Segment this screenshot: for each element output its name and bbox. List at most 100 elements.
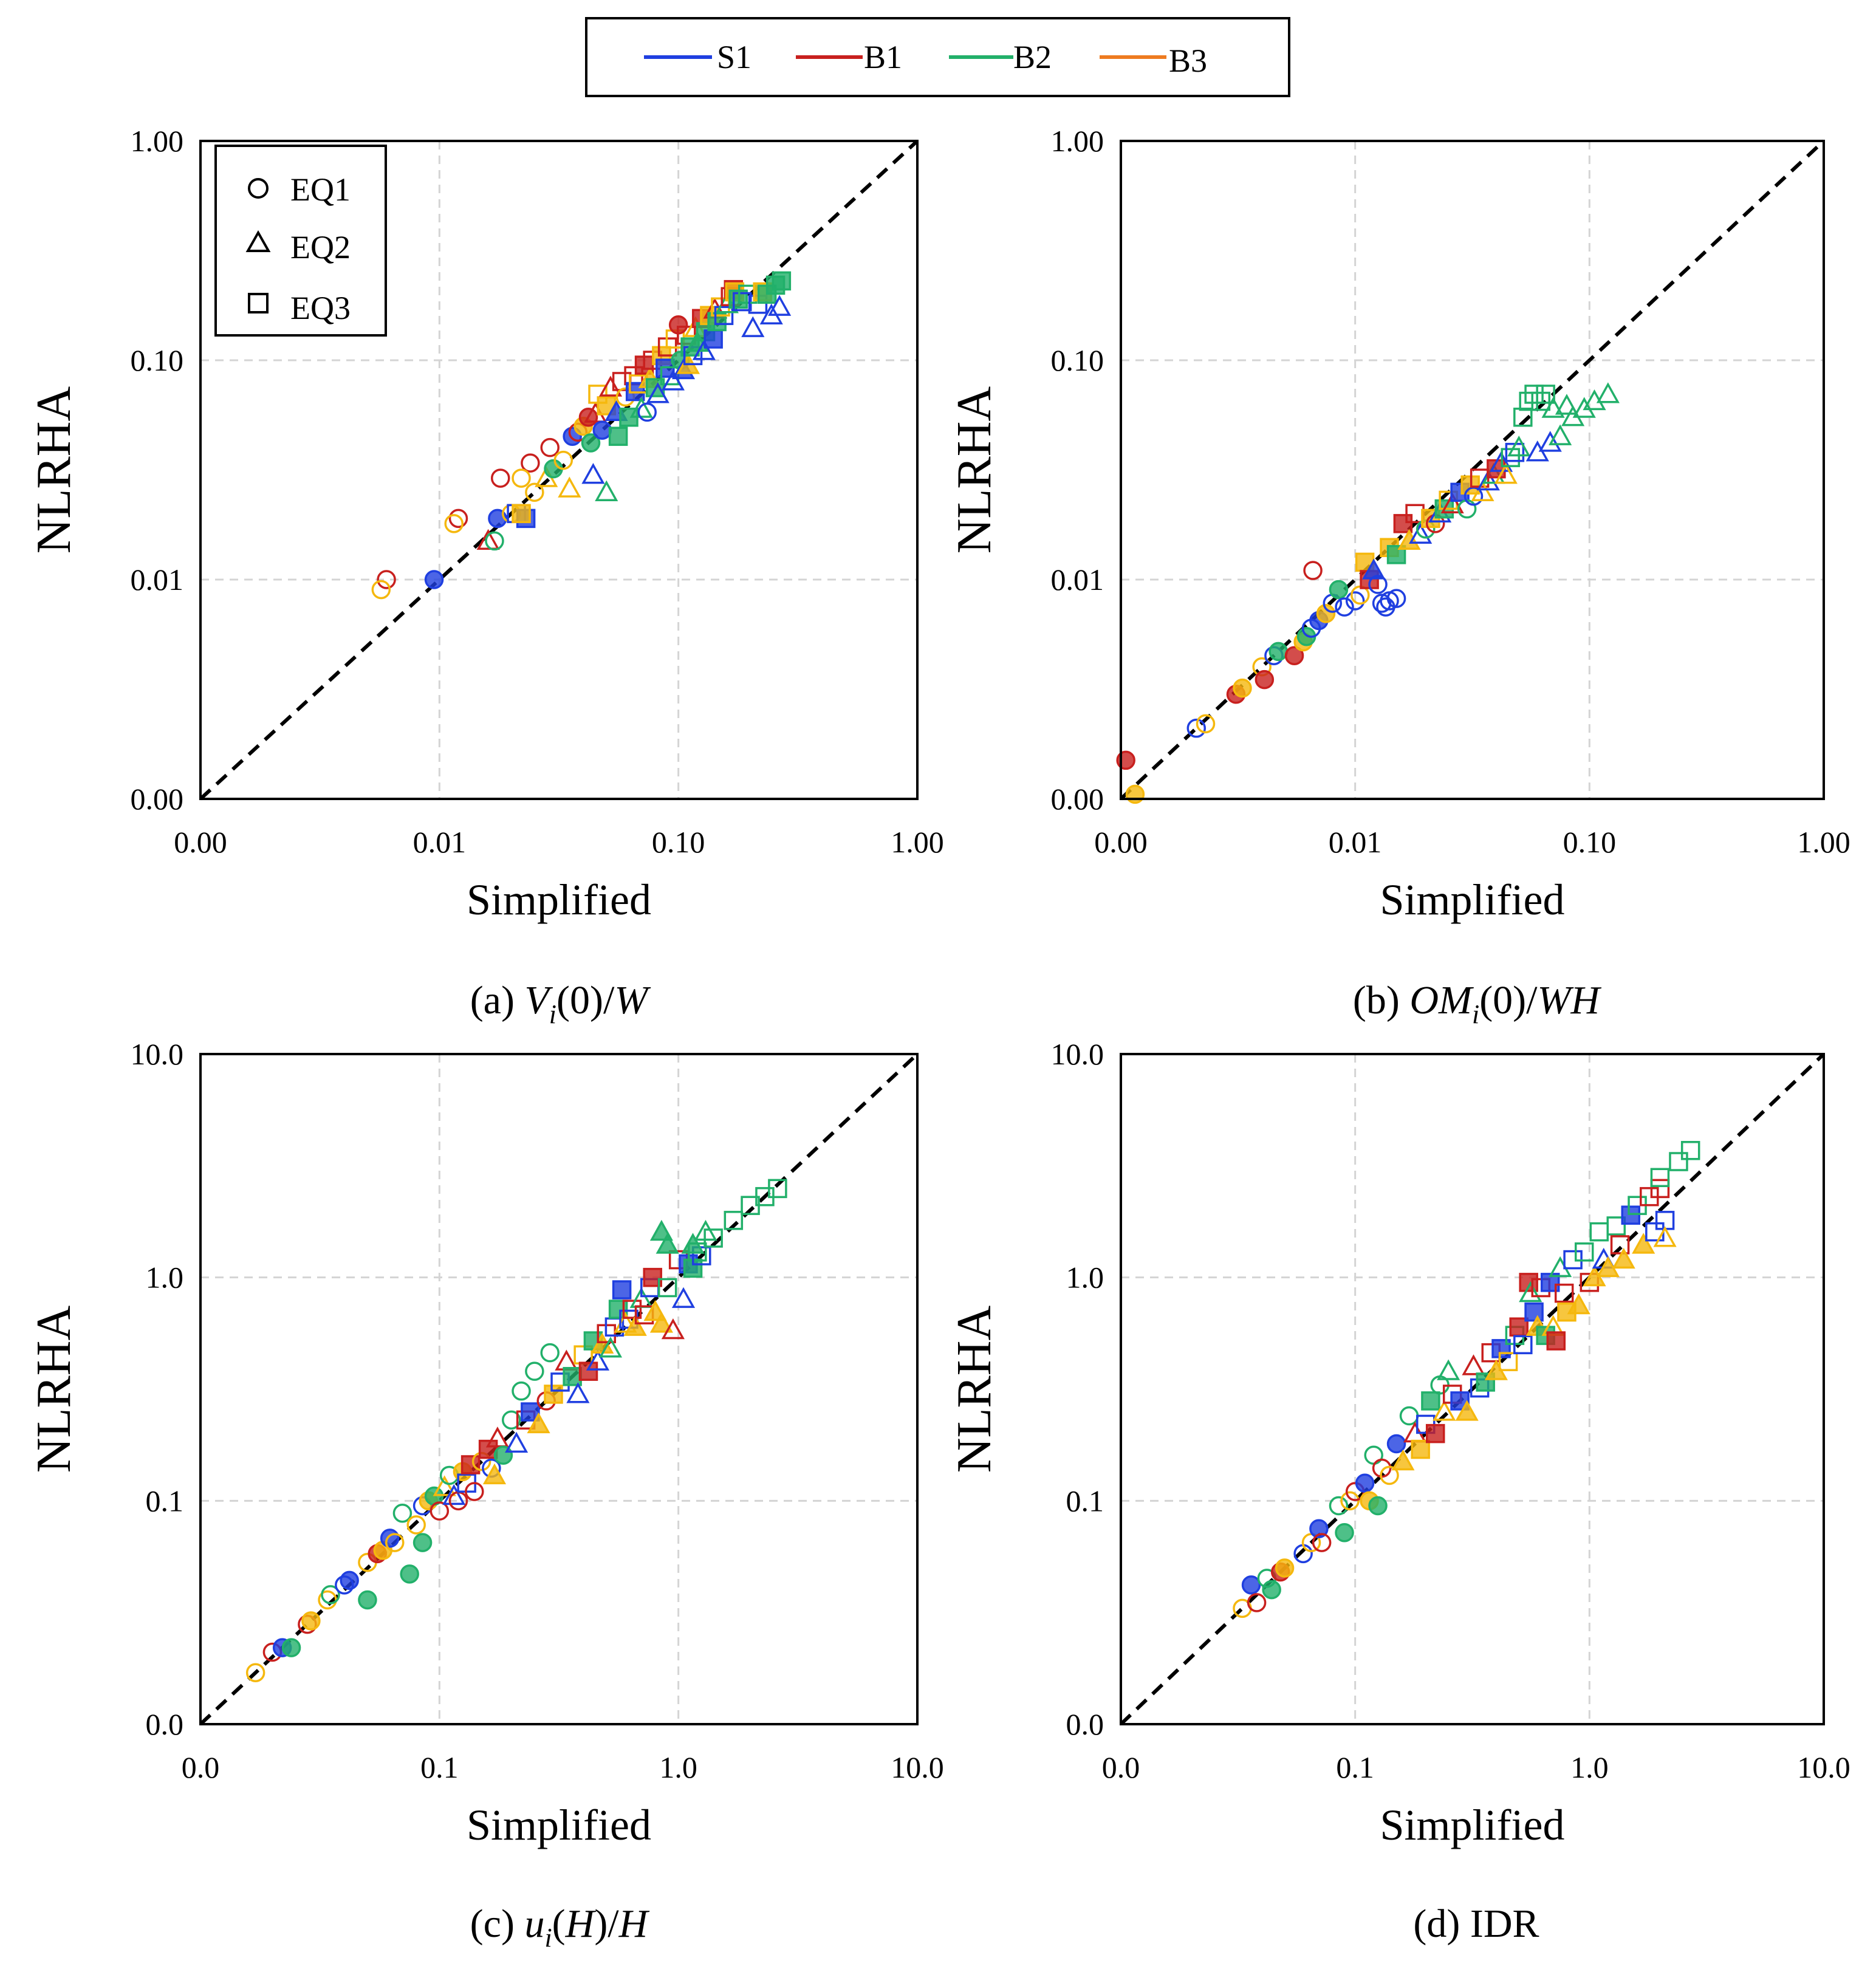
panel-b-x-tick-label: 0.01 (1329, 825, 1382, 859)
panel-c-caption-text: (c) ui(H)/H (470, 1902, 650, 1953)
data-point-b3-eq1 (1275, 1558, 1295, 1578)
data-point-b3-eq2 (1433, 1400, 1456, 1421)
data-point-s1-eq1 (1309, 1519, 1329, 1539)
data-point-s1-eq3 (692, 1246, 711, 1265)
data-point-b3-eq3 (512, 504, 531, 524)
data-point-b2-eq3 (608, 426, 628, 446)
panel-c-frame (199, 1053, 919, 1725)
data-point-s1-eq2 (581, 463, 605, 484)
panel-d-reference-line (1119, 1052, 1826, 1726)
data-point-s1-eq2 (646, 382, 669, 403)
data-point-b2-eq2 (1437, 1359, 1460, 1380)
data-point-b1-eq1 (448, 509, 468, 529)
data-point-b2-eq2 (1555, 394, 1579, 415)
data-point-b1-eq1 (1247, 1593, 1267, 1612)
data-point-b2-eq1 (485, 531, 504, 551)
data-point-b1-eq3 (1650, 1179, 1670, 1199)
data-point-s1-eq2 (586, 1349, 610, 1371)
panel-a-y-tick-label: 0.10 (131, 343, 184, 377)
panel-b-x-tick-label: 1.00 (1797, 825, 1850, 859)
data-point-b2-eq3 (1606, 1216, 1626, 1236)
data-point-b3-eq2 (527, 1412, 550, 1434)
data-point-s1-eq3 (1450, 1391, 1470, 1411)
data-point-s1-eq2 (1476, 469, 1500, 491)
data-point-s1-eq2 (671, 1287, 696, 1308)
data-point-b2-eq3 (1680, 1141, 1700, 1160)
panel-a-points (371, 271, 792, 600)
data-point-b3-eq1 (1316, 604, 1336, 623)
panel-d-y-tick-label: 1.0 (1066, 1261, 1104, 1295)
panel-c-y-axis-label: NLRHA (27, 1306, 81, 1473)
data-point-b2-eq1 (1329, 580, 1349, 600)
legend-label-b1: B1 (864, 39, 902, 75)
data-point-b3-eq1 (553, 450, 573, 470)
data-point-s1-eq2 (504, 1431, 529, 1453)
data-point-b1-eq2 (1462, 1354, 1485, 1375)
panel-a-x-axis-label: Simplified (467, 875, 651, 924)
panel-d-caption-text: (d) IDR (1413, 1902, 1539, 1946)
data-point-s1-eq2 (661, 369, 685, 391)
data-point-b3-eq2 (1632, 1233, 1655, 1254)
data-point-s1-eq2 (741, 316, 765, 337)
data-point-b3-eq2 (558, 476, 581, 498)
data-point-b2-eq3 (1476, 1372, 1495, 1392)
data-point-b3-eq1 (1380, 1465, 1399, 1485)
marker-legend-label-eq2: EQ2 (290, 229, 351, 265)
data-point-b2-eq1 (1329, 1496, 1349, 1516)
data-point-b3-eq2 (1612, 1247, 1635, 1269)
data-point-b2-eq2 (598, 1337, 623, 1358)
data-point-b2-eq3 (772, 271, 792, 291)
data-point-b1-eq2 (476, 529, 500, 550)
circle-marker-icon (248, 178, 269, 199)
panel-b-grid (1121, 141, 1824, 799)
data-point-b2-eq3 (704, 1228, 723, 1248)
data-point-b2-eq1 (540, 1343, 560, 1363)
panel-d-y-tick-label: 10.0 (1051, 1037, 1104, 1071)
data-point-b1-eq3 (1393, 514, 1413, 533)
panel-d-x-tick-label: 0.1 (1336, 1750, 1374, 1784)
panel-c-caption: (c) ui(H)/H (470, 1902, 650, 1953)
data-point-b2-eq3 (1669, 1152, 1688, 1171)
series-legend: S1 B1 B2 B3 (585, 17, 1290, 97)
data-point-s1-eq1 (1386, 1434, 1406, 1454)
panel-a-caption-text: (a) Vi(0)/W (470, 978, 651, 1029)
data-point-b2-eq2 (656, 1233, 679, 1254)
panel-d-points (1233, 1141, 1700, 1618)
panel-b-points (1116, 382, 1620, 804)
data-point-b1-eq1 (540, 437, 560, 457)
panel-d-x-tick-label: 0.0 (1102, 1750, 1140, 1784)
data-point-b2-eq3 (1513, 407, 1533, 427)
data-point-b3-eq1 (406, 1515, 426, 1535)
panel-d-grid (1121, 1054, 1824, 1724)
data-point-b2-eq1 (581, 433, 601, 453)
data-point-s1-eq3 (1621, 1205, 1640, 1225)
panel-d-x-tick-label: 1.0 (1570, 1750, 1609, 1784)
panel-b-x-tick-label: 0.00 (1094, 825, 1148, 859)
panel-b-caption-text: (b) OMi(0)/WH (1353, 978, 1602, 1029)
data-point-s1-eq2 (566, 1382, 590, 1403)
panel-a-y-axis-label: NLRHA (27, 386, 81, 554)
legend-entry-b1: B1 (796, 39, 902, 75)
data-point-b2-eq2 (629, 397, 653, 418)
data-point-s1-eq1 (592, 420, 612, 440)
data-point-b2-eq1 (392, 1503, 413, 1523)
data-point-s1-eq3 (733, 292, 752, 312)
data-point-b2-eq3 (563, 1367, 582, 1386)
data-point-b2-eq3 (657, 1278, 677, 1298)
data-point-b3-eq1 (1196, 714, 1216, 734)
panel-c-x-tick-label: 0.0 (182, 1750, 220, 1784)
data-point-b3-eq1 (512, 468, 531, 488)
data-point-s1-eq2 (1362, 558, 1386, 580)
triangle-marker-icon (245, 230, 271, 252)
data-point-b3-eq2 (1494, 463, 1518, 484)
data-point-b3-eq2 (1653, 1226, 1677, 1247)
marker-legend-label-eq3: EQ3 (290, 290, 351, 326)
data-point-b3-eq1 (1340, 1491, 1360, 1511)
data-point-b1-eq1 (465, 1482, 484, 1501)
legend-label-s1: S1 (717, 39, 751, 75)
data-point-b1-eq1 (1284, 646, 1304, 665)
data-point-b2-eq3 (768, 1179, 787, 1199)
data-point-s1-eq2 (442, 1484, 466, 1505)
panel-d-y-axis-label: NLRHA (948, 1306, 1001, 1473)
